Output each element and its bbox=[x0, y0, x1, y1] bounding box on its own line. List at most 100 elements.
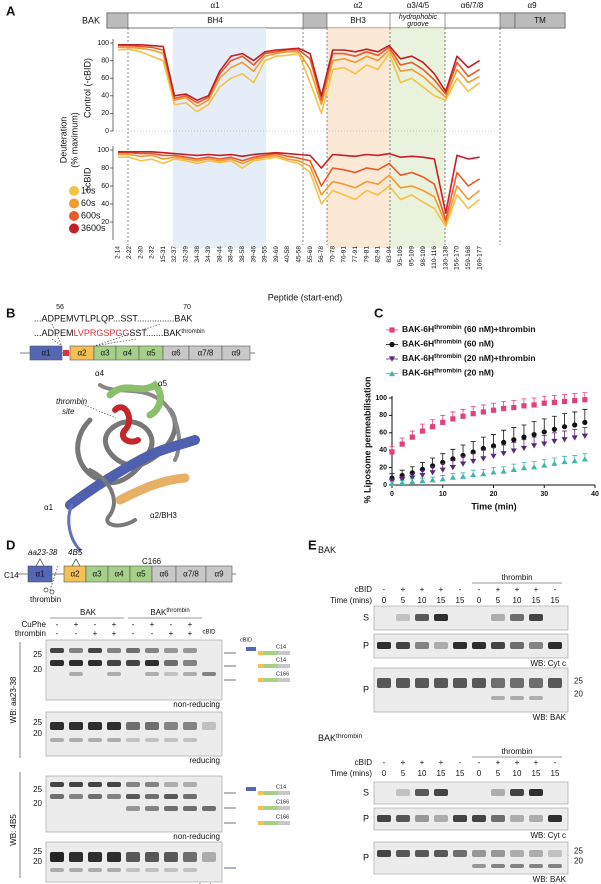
ribbon bbox=[88, 468, 137, 528]
legend-swatch bbox=[69, 211, 79, 221]
sign: - bbox=[383, 758, 386, 767]
row-label: CuPhe bbox=[22, 620, 47, 629]
band bbox=[548, 642, 562, 649]
band bbox=[434, 642, 448, 649]
series-line bbox=[118, 46, 480, 108]
text-part: BAK bbox=[150, 608, 167, 617]
band bbox=[396, 789, 410, 796]
y-tick-label: 60 bbox=[379, 430, 387, 437]
mw-label: 20 bbox=[33, 799, 42, 808]
x-tick-label: 83-94 bbox=[386, 246, 393, 263]
band bbox=[126, 722, 140, 730]
y-tick-label: 100 bbox=[97, 147, 109, 154]
domain-bar-b bbox=[20, 345, 255, 361]
legend-label: 600s bbox=[81, 210, 101, 220]
band bbox=[145, 672, 159, 676]
marker bbox=[490, 469, 497, 475]
structure-label: α4 bbox=[95, 369, 105, 378]
structure-label: α1 bbox=[44, 503, 54, 512]
band bbox=[529, 642, 543, 649]
sign: + bbox=[112, 629, 117, 638]
x-axis-title: Time (min) bbox=[471, 501, 516, 511]
marker bbox=[500, 451, 507, 457]
band bbox=[88, 660, 102, 666]
x-tick-label: 32-37 bbox=[171, 246, 178, 263]
band bbox=[529, 815, 543, 822]
text-part: (60 nM)+thrombin bbox=[462, 324, 536, 334]
sign: 10 bbox=[513, 769, 522, 778]
superscript: thrombin bbox=[166, 608, 189, 614]
blot-label: reducing bbox=[189, 882, 220, 884]
legend-swatch bbox=[69, 223, 79, 234]
legend-label: BAK-6Hthrombin (60 nM) bbox=[402, 338, 494, 349]
glyph bbox=[246, 647, 256, 651]
band bbox=[145, 868, 159, 872]
glyph bbox=[278, 651, 290, 655]
marker bbox=[388, 480, 396, 486]
x-tick-label: 130-138 bbox=[442, 246, 449, 270]
sign: 5 bbox=[496, 769, 501, 778]
glyph bbox=[264, 678, 278, 682]
band bbox=[50, 738, 64, 742]
glyph bbox=[258, 791, 264, 795]
marker bbox=[521, 403, 527, 409]
structure-label: thrombin bbox=[56, 397, 88, 406]
domain-label: α2 bbox=[70, 570, 80, 579]
band bbox=[491, 678, 505, 688]
cleave-line bbox=[49, 565, 59, 591]
x-tick-label: 34-39 bbox=[205, 246, 212, 263]
marker bbox=[449, 465, 456, 471]
x-tick-label: 45-58 bbox=[296, 246, 303, 263]
row-label: Time (mins) bbox=[330, 596, 372, 605]
band bbox=[50, 868, 64, 872]
marker bbox=[571, 435, 578, 441]
x-tick-label: 2-22 bbox=[126, 246, 133, 259]
band bbox=[548, 850, 562, 857]
band bbox=[183, 660, 197, 666]
y-tick-label: 20 bbox=[379, 464, 387, 471]
sign: + bbox=[534, 758, 539, 767]
sign: - bbox=[459, 585, 462, 594]
marker bbox=[490, 453, 497, 459]
schematics-d bbox=[224, 647, 290, 869]
epitope-marks bbox=[35, 558, 81, 595]
band bbox=[145, 806, 159, 811]
legend-label: 10s bbox=[81, 185, 96, 195]
fraction-label: P bbox=[363, 852, 369, 862]
structure bbox=[65, 380, 200, 552]
marker bbox=[572, 398, 578, 404]
superscript: thrombin bbox=[336, 733, 363, 740]
band bbox=[50, 782, 64, 787]
marker bbox=[581, 456, 588, 462]
group-label: thrombin bbox=[501, 573, 532, 582]
wb-label: WB: BAK bbox=[533, 713, 567, 722]
mw-label: 20 bbox=[33, 857, 42, 866]
text-part: BAK-6H bbox=[402, 368, 434, 378]
band bbox=[491, 815, 505, 822]
x-tick-label: 2-14 bbox=[115, 246, 122, 259]
fraction-label: P bbox=[363, 640, 369, 650]
domain-label: α7/8 bbox=[183, 570, 199, 579]
sign: - bbox=[554, 585, 557, 594]
helix-red bbox=[112, 404, 141, 445]
band bbox=[164, 794, 178, 799]
x-tick-label: 156-170 bbox=[454, 246, 461, 270]
legend-label: 60s bbox=[81, 198, 96, 208]
region-label: BH3 bbox=[350, 16, 366, 25]
blot bbox=[373, 841, 569, 875]
group-title: BAK bbox=[80, 608, 97, 617]
band bbox=[548, 678, 562, 688]
band bbox=[415, 815, 429, 822]
marker bbox=[541, 429, 547, 435]
marker bbox=[449, 474, 456, 480]
domain bbox=[205, 565, 233, 583]
bar-seg bbox=[499, 12, 516, 29]
series-line bbox=[118, 44, 481, 104]
fraction-label: P bbox=[363, 684, 369, 694]
band bbox=[415, 614, 429, 621]
marker bbox=[419, 466, 426, 472]
band bbox=[377, 850, 391, 857]
helix-label: α9 bbox=[527, 1, 537, 10]
marker bbox=[501, 439, 507, 445]
